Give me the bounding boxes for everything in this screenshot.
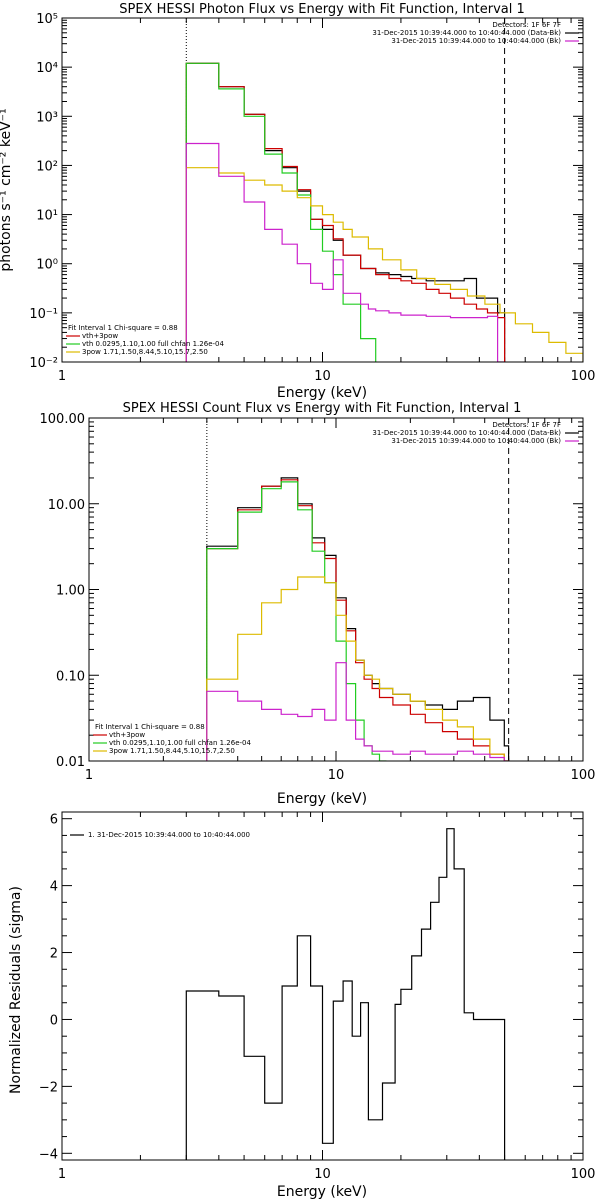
photon-flux-title: SPEX HESSI Photon Flux vs Energy with Fi… — [119, 2, 525, 17]
residuals-xlabel: Energy (keV) — [277, 1184, 367, 1200]
y-tick-label: 4 — [50, 880, 58, 895]
x-tick-label: 10 — [328, 768, 345, 783]
photon-flux-ylabel: photons s⁻¹ cm⁻² keV⁻¹ — [0, 108, 14, 271]
legend-bottom-left-text: 3pow 1.71,1.50,8.44,5.10,15.7,2.50 — [82, 348, 208, 356]
residuals-panel: Energy (keV) Normalized Residuals (sigma… — [8, 811, 596, 1200]
legend-top-right-text: Detectors: 1F 6F 7F — [492, 421, 561, 429]
y-tick-label: 10² — [36, 159, 58, 174]
y-tick-label: −2 — [39, 1080, 58, 1095]
count-flux-xlabel: Energy (keV) — [277, 791, 367, 807]
legend-bottom-left-text: Fit Interval 1 Chi-square = 0.88 — [95, 723, 205, 731]
legend-bottom-left-text: vth 0.0295,1.10,1.00 full chfan 1.26e-04 — [82, 340, 224, 348]
y-tick-label: 2 — [50, 947, 58, 962]
residuals-ylabel: Normalized Residuals (sigma) — [8, 886, 24, 1094]
series-0-line — [185, 828, 506, 1160]
series-1-line — [206, 479, 509, 761]
y-tick-label: 0.10 — [56, 669, 85, 684]
y-tick-label: 10⁰ — [36, 258, 58, 273]
plot-frame — [88, 417, 584, 762]
x-tick-label: 1 — [58, 1167, 66, 1182]
series-4-line — [185, 142, 505, 362]
x-tick-label: 100 — [571, 1167, 596, 1182]
x-tick-label: 100 — [571, 369, 596, 384]
y-tick-label: 0.01 — [56, 755, 85, 770]
y-tick-label: 10.00 — [48, 498, 85, 513]
y-tick-label: 10⁻¹ — [29, 307, 58, 322]
series-0-line — [206, 477, 510, 761]
count-flux-title: SPEX HESSI Count Flux vs Energy with Fit… — [123, 401, 522, 416]
y-tick-label: 10³ — [36, 110, 58, 125]
plot-frame — [61, 811, 584, 1161]
series-2-line — [206, 481, 387, 761]
legend-bottom-left-text: 3pow 1.71,1.50,8.44,5.10,15.7,2.50 — [109, 747, 235, 755]
x-tick-label: 1 — [85, 768, 93, 783]
x-tick-label: 10 — [314, 369, 331, 384]
legend-bottom-left-text: vth+3pow — [109, 731, 145, 739]
legend-top-right-text: 31-Dec-2015 10:39:44.000 to 10:40:44.000… — [391, 37, 561, 45]
y-tick-label: 10⁵ — [36, 12, 58, 27]
series-2-line — [185, 62, 377, 362]
series-4-line — [206, 662, 509, 761]
legend-top-right-text: Detectors: 1F 6F 7F — [492, 21, 561, 29]
y-tick-label: 6 — [50, 813, 58, 828]
y-tick-label: 10⁻² — [29, 356, 58, 371]
photon-flux-panel: SPEX HESSI Photon Flux vs Energy with Fi… — [0, 2, 595, 401]
legend-top-right-text: 31-Dec-2015 10:39:44.000 to 10:40:44.000… — [391, 437, 561, 445]
x-tick-label: 100 — [571, 768, 596, 783]
x-tick-label: 10 — [314, 1167, 331, 1182]
plot-frame — [61, 17, 584, 363]
legend-bottom-left-text: vth+3pow — [82, 332, 118, 340]
residuals-plot-area: 1 10 100 −4 −2 0 2 4 6 1. 31-Dec-2015 10:39:44.00… — [39, 811, 596, 1182]
x-tick-label: 1 — [58, 369, 66, 384]
series-3-line — [185, 167, 583, 362]
count-flux-panel: SPEX HESSI Count Flux vs Energy with Fit… — [40, 401, 596, 807]
legend-bottom-left-text: vth 0.0295,1.10,1.00 full chfan 1.26e-04 — [109, 739, 251, 747]
photon-flux-plot-area: 1 10 100 10⁻² 10⁻¹ 10⁰ 10¹ 10² 10³ 10⁴ 10⁵ Detector… — [29, 12, 595, 384]
series-3-line — [206, 576, 509, 761]
y-tick-label: 100.00 — [40, 412, 86, 427]
legend-bottom-left-text: Fit Interval 1 Chi-square = 0.88 — [68, 324, 178, 332]
photon-flux-xlabel: Energy (keV) — [277, 385, 367, 401]
count-flux-plot-area: 1 10 100 0.01 0.10 1.00 10.00 100.00 Detectors: … — [40, 412, 596, 783]
legend-top-right-text: 31-Dec-2015 10:39:44.000 to 10:40:44.000… — [372, 29, 561, 37]
y-tick-label: 1.00 — [56, 584, 85, 599]
legend-top-right-text: 31-Dec-2015 10:39:44.000 to 10:40:44.000… — [372, 429, 561, 437]
y-tick-label: −4 — [39, 1147, 58, 1162]
y-tick-label: 10¹ — [36, 209, 58, 224]
y-tick-label: 0 — [50, 1013, 58, 1028]
legend-top-left-text: 1. 31-Dec-2015 10:39:44.000 to 10:40:44.… — [88, 831, 250, 839]
y-tick-label: 10⁴ — [36, 61, 58, 76]
